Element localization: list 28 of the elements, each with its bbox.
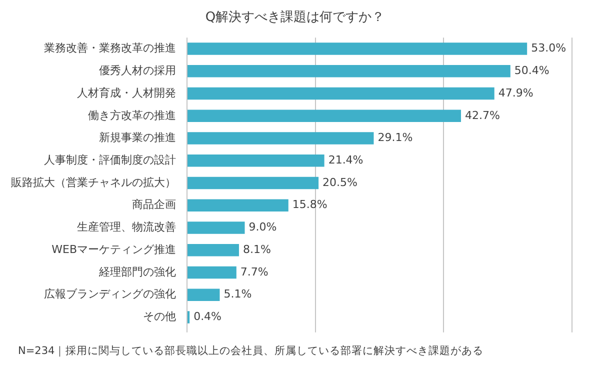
data-label: 21.4% [328,153,364,166]
data-label: 47.9% [498,86,534,100]
data-label: 15.8% [292,198,328,212]
data-label: 9.0% [248,220,277,234]
y-tick-label: 生産管理、物流改善 [77,220,176,234]
y-tick-label: 新規事業の推進 [99,131,176,144]
y-tick-label: 経理部門の強化 [98,265,176,278]
y-tick-label: 商品企画 [132,198,176,212]
y-tick-label: 優秀人材の採用 [99,64,176,78]
data-label: 42.7% [464,108,500,122]
chart-title: Q解決すべき課題は何ですか？ [204,9,386,26]
y-tick-label: WEBマーケティング推進 [52,242,176,256]
data-label: 5.1% [224,288,252,301]
data-label: 29.1% [378,131,413,144]
data-label: 7.7% [240,265,268,278]
data-label: 20.5% [322,176,358,189]
data-label: 53.0% [531,42,566,55]
data-label: 0.4% [194,310,222,324]
y-tick-label: 広報ブランディングの強化 [44,288,176,301]
data-label: 50.4% [514,64,550,78]
y-tick-label: 販路拡大（営業チャネルの拡大） [11,176,176,189]
y-tick-label: 働き方改革の推進 [88,108,176,122]
y-tick-label: 人材育成・人材開発 [77,86,176,100]
y-tick-label: 人事制度・評価制度の設計 [44,153,176,166]
data-label: 8.1% [242,242,271,256]
y-tick-label: その他 [143,310,176,324]
y-tick-label: 業務改善・業務改革の推進 [44,42,176,55]
text: N=234｜採用に関与している部長職以上の会社員、所属している部署に解決すべき課題がある [18,344,485,358]
